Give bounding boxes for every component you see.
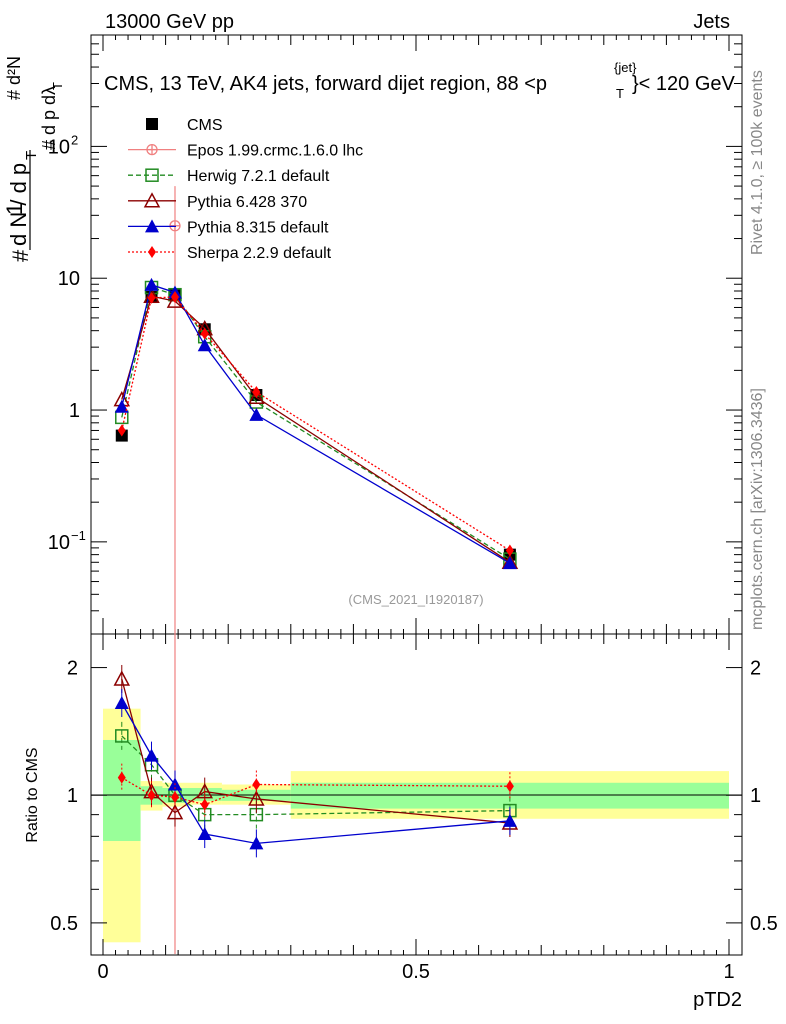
ratio-ytick-label-right: 0.5	[750, 913, 778, 935]
ratio-ytick-label: 0.5	[50, 913, 78, 935]
legend-marker-herwig-7-2-1-default	[145, 168, 159, 182]
ratio-point-pythia-8-315-default	[502, 813, 517, 827]
legend-label-pythia-8-315-default: Pythia 8.315 default	[187, 219, 329, 236]
main-series	[113, 186, 519, 954]
ratio-point-sherpa-2-2-9-default	[170, 791, 179, 804]
point-pythia-8-315-default	[502, 556, 517, 570]
plot-title: CMS, 13 TeV, AK4 jets, forward dijet reg…	[104, 60, 736, 101]
mcplots-label: mcplots.cern.ch [arXiv:1306.3436]	[749, 388, 766, 630]
ratio-line-sherpa-2-2-9-default	[121, 777, 510, 806]
legend: CMS Epos 1.99.crmc.1.6.0 lhc Herwig 7.2.1 …	[128, 117, 363, 262]
point-pythia-8-315-default	[144, 277, 159, 291]
ratio-bands	[103, 708, 729, 943]
category-label: Jets	[693, 11, 730, 33]
legend-marker-pythia-6-428-370	[143, 192, 161, 208]
ratio-ytick-label: 2	[67, 658, 78, 680]
main-ytick-label: 10	[48, 136, 70, 158]
legend-marker-sherpa-2-2-9-default	[148, 246, 156, 258]
point-pythia-8-315-default	[249, 407, 264, 421]
x-tick-label: 1	[723, 961, 734, 983]
ratio-point-sherpa-2-2-9-default	[252, 778, 261, 791]
plot-title-sub: T	[616, 86, 624, 101]
svg-text:#: #	[4, 90, 24, 100]
analysis-id: (CMS_2021_I1920187)	[348, 592, 483, 607]
ratio-ytick-label-right: 1	[750, 785, 761, 807]
x-tick-label: 0.5	[402, 961, 430, 983]
legend-marker-cms	[146, 118, 158, 130]
rivet-label: Rivet 4.1.0, ≥ 100k events	[749, 70, 766, 255]
svg-text:T: T	[50, 82, 65, 90]
ratio-point-pythia-6-428-370	[248, 790, 265, 806]
main-line-pythia-8-315-default	[121, 284, 511, 564]
point-sherpa-2-2-9-default	[200, 327, 209, 340]
main-ytick-label: 1	[69, 400, 80, 422]
svg-text:d N / d p: d N / d p	[6, 163, 31, 246]
svg-text:CMS, 13 TeV, AK4 jets, forward: CMS, 13 TeV, AK4 jets, forward dijet reg…	[104, 73, 547, 95]
legend-marker-pythia-8-315-default	[145, 219, 159, 233]
x-axis-label: pTD2	[693, 989, 742, 1011]
ratio-band-inner	[103, 739, 141, 841]
point-sherpa-2-2-9-default	[117, 424, 126, 437]
legend-label-epos-1-99-crmc-1-6-0-lhc: Epos 1.99.crmc.1.6.0 lhc	[187, 143, 363, 160]
legend-label-sherpa-2-2-9-default: Sherpa 2.2.9 default	[187, 245, 332, 262]
main-ytick-label: 10	[48, 532, 70, 554]
ratio-line-pythia-6-428-370	[121, 678, 510, 824]
plot-title-end: }< 120 GeV	[632, 73, 736, 95]
main-ytick-exponent: −1	[71, 528, 86, 543]
energy-label: 13000 GeV pp	[105, 11, 234, 33]
x-ticks: 0 0.5 1	[97, 35, 735, 983]
svg-text:d²N: d²N	[4, 56, 24, 85]
ratio-point-sherpa-2-2-9-default	[505, 780, 514, 793]
ratio-point-sherpa-2-2-9-default	[147, 789, 156, 802]
ratio-point-pythia-6-428-370	[196, 783, 213, 799]
ratio-ylabel: Ratio to CMS	[24, 747, 41, 842]
ratio-point-pythia-8-315-default	[197, 827, 212, 841]
point-pythia-8-315-default	[114, 399, 129, 413]
svg-text:1: 1	[2, 203, 27, 215]
legend-label-pythia-6-428-370: Pythia 6.428 370	[187, 194, 307, 211]
svg-text:T: T	[23, 151, 40, 160]
legend-marker-epos-1-99-crmc-1-6-0-lhc	[146, 143, 158, 156]
ratio-point-pythia-6-428-370	[113, 670, 131, 686]
ratio-point-herwig-7-2-1-default	[115, 729, 129, 743]
plot-title-sup: {jet}	[614, 60, 637, 75]
ratio-point-sherpa-2-2-9-default	[117, 771, 126, 784]
point-sherpa-2-2-9-default	[505, 544, 514, 557]
svg-text:d p dλ: d p dλ	[39, 86, 59, 135]
main-ytick-exponent: 2	[71, 132, 78, 147]
svg-text:#: #	[39, 140, 59, 150]
point-sherpa-2-2-9-default	[147, 291, 156, 304]
main-line-sherpa-2-2-9-default	[121, 296, 511, 552]
ratio-point-pythia-8-315-default	[144, 748, 159, 762]
legend-label-cms: CMS	[187, 117, 223, 134]
ratio-ytick-label-right: 2	[750, 658, 761, 680]
point-sherpa-2-2-9-default	[252, 386, 261, 399]
svg-text:#: #	[8, 249, 33, 262]
main-line-pythia-6-428-370	[121, 295, 511, 563]
ratio-point-pythia-8-315-default	[114, 696, 129, 710]
ratio-line-pythia-8-315-default	[121, 702, 510, 845]
ratio-series	[113, 664, 519, 858]
ratio-point-pythia-8-315-default	[249, 836, 264, 850]
main-ylabel: # d N / d p T 1 # d p dλ T # d²N	[2, 56, 65, 262]
main-ytick-label: 10	[58, 268, 80, 290]
x-tick-label: 0	[97, 961, 108, 983]
point-pythia-8-315-default	[197, 338, 212, 352]
point-pythia-6-428-370	[248, 388, 265, 405]
point-sherpa-2-2-9-default	[170, 291, 179, 304]
ratio-point-sherpa-2-2-9-default	[200, 798, 209, 811]
legend-label-herwig-7-2-1-default: Herwig 7.2.1 default	[187, 168, 330, 185]
main-line-herwig-7-2-1-default	[121, 286, 511, 560]
ratio-point-pythia-6-428-370	[166, 804, 184, 820]
ratio-ytick-label: 1	[67, 785, 78, 807]
